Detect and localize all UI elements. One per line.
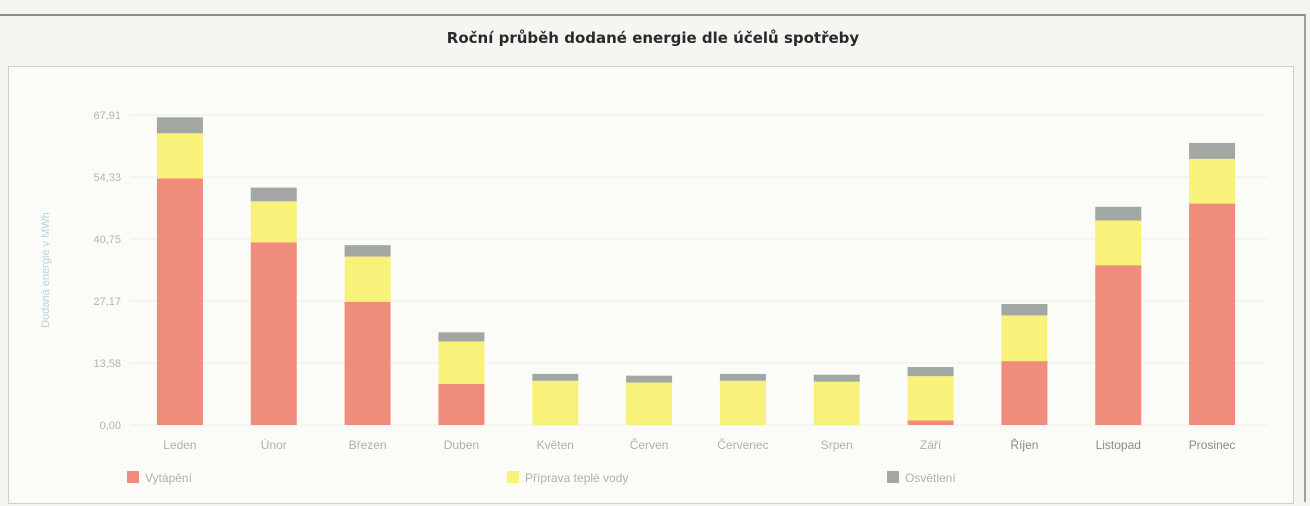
bar-chart: 0,00 13,58 27,17 40,75 54,33 67,91 Dodaná ener… xyxy=(40,110,1267,485)
bar-hot-water xyxy=(250,201,297,243)
legend-label: Vytápění xyxy=(145,471,193,485)
bar-hot-water xyxy=(719,380,766,425)
x-category-label: Září xyxy=(920,438,942,452)
x-category-label: Únor xyxy=(261,437,287,452)
bar-heating xyxy=(1095,265,1142,425)
bar-heating xyxy=(156,178,203,425)
bar-lighting xyxy=(907,367,954,377)
bar-hot-water xyxy=(1001,315,1048,362)
y-tick-label: 67,91 xyxy=(93,110,121,122)
x-category-label: Srpen xyxy=(821,438,853,452)
bar-lighting xyxy=(344,245,391,257)
x-category-label: Červen xyxy=(630,437,669,452)
bar-heating xyxy=(438,383,485,425)
bar-hot-water xyxy=(813,381,860,425)
y-tick-label: 40,75 xyxy=(93,234,121,246)
bar-hot-water xyxy=(532,380,579,425)
bar-lighting xyxy=(532,373,579,381)
bar-heating xyxy=(344,301,391,425)
chart-title: Roční průběh dodané energie dle účelů sp… xyxy=(446,29,860,47)
bar-hot-water xyxy=(1189,158,1236,204)
x-category-label: Listopad xyxy=(1096,438,1141,452)
bar-lighting xyxy=(1095,206,1142,221)
bar-heating xyxy=(1189,203,1236,425)
legend-label: Osvětlení xyxy=(905,471,956,485)
x-category-label: Květen xyxy=(537,438,574,452)
legend-swatch xyxy=(127,471,139,483)
bar-heating xyxy=(907,420,954,425)
x-category-label: Červenec xyxy=(717,437,768,452)
x-category-label: Duben xyxy=(444,438,479,452)
bar-lighting xyxy=(438,332,485,342)
legend-swatch xyxy=(887,471,899,483)
bar-lighting xyxy=(1001,304,1048,316)
x-category-label: Leden xyxy=(163,438,196,452)
y-tick-label: 0,00 xyxy=(100,420,121,432)
bar-lighting xyxy=(626,375,673,383)
x-category-label: Prosinec xyxy=(1189,438,1236,452)
bar-hot-water xyxy=(344,256,391,302)
y-axis-label: Dodaná energie v MWh xyxy=(40,212,52,328)
legend-label: Příprava teplé vody xyxy=(525,471,628,485)
x-category-label: Březen xyxy=(349,438,387,452)
bar-lighting xyxy=(719,373,766,381)
bar-lighting xyxy=(250,187,297,202)
chart-area: 0,00 13,58 27,17 40,75 54,33 67,91 Dodaná ener… xyxy=(8,66,1294,504)
bar-lighting xyxy=(1189,142,1236,159)
bar-hot-water xyxy=(438,341,485,384)
y-tick-label: 27,17 xyxy=(93,296,121,308)
bar-hot-water xyxy=(626,382,673,425)
bar-lighting xyxy=(156,117,203,134)
bar-hot-water xyxy=(156,133,203,179)
legend-swatch xyxy=(507,471,519,483)
chart-frame: Roční průběh dodané energie dle účelů sp… xyxy=(0,14,1306,504)
bar-heating xyxy=(1001,361,1048,425)
y-tick-label: 13,58 xyxy=(93,358,121,370)
x-category-label: Říjen xyxy=(1010,437,1038,452)
bar-heating xyxy=(250,242,297,425)
bar-hot-water xyxy=(907,376,954,421)
bar-lighting xyxy=(813,374,860,382)
bar-hot-water xyxy=(1095,220,1142,266)
y-tick-label: 54,33 xyxy=(93,172,121,184)
